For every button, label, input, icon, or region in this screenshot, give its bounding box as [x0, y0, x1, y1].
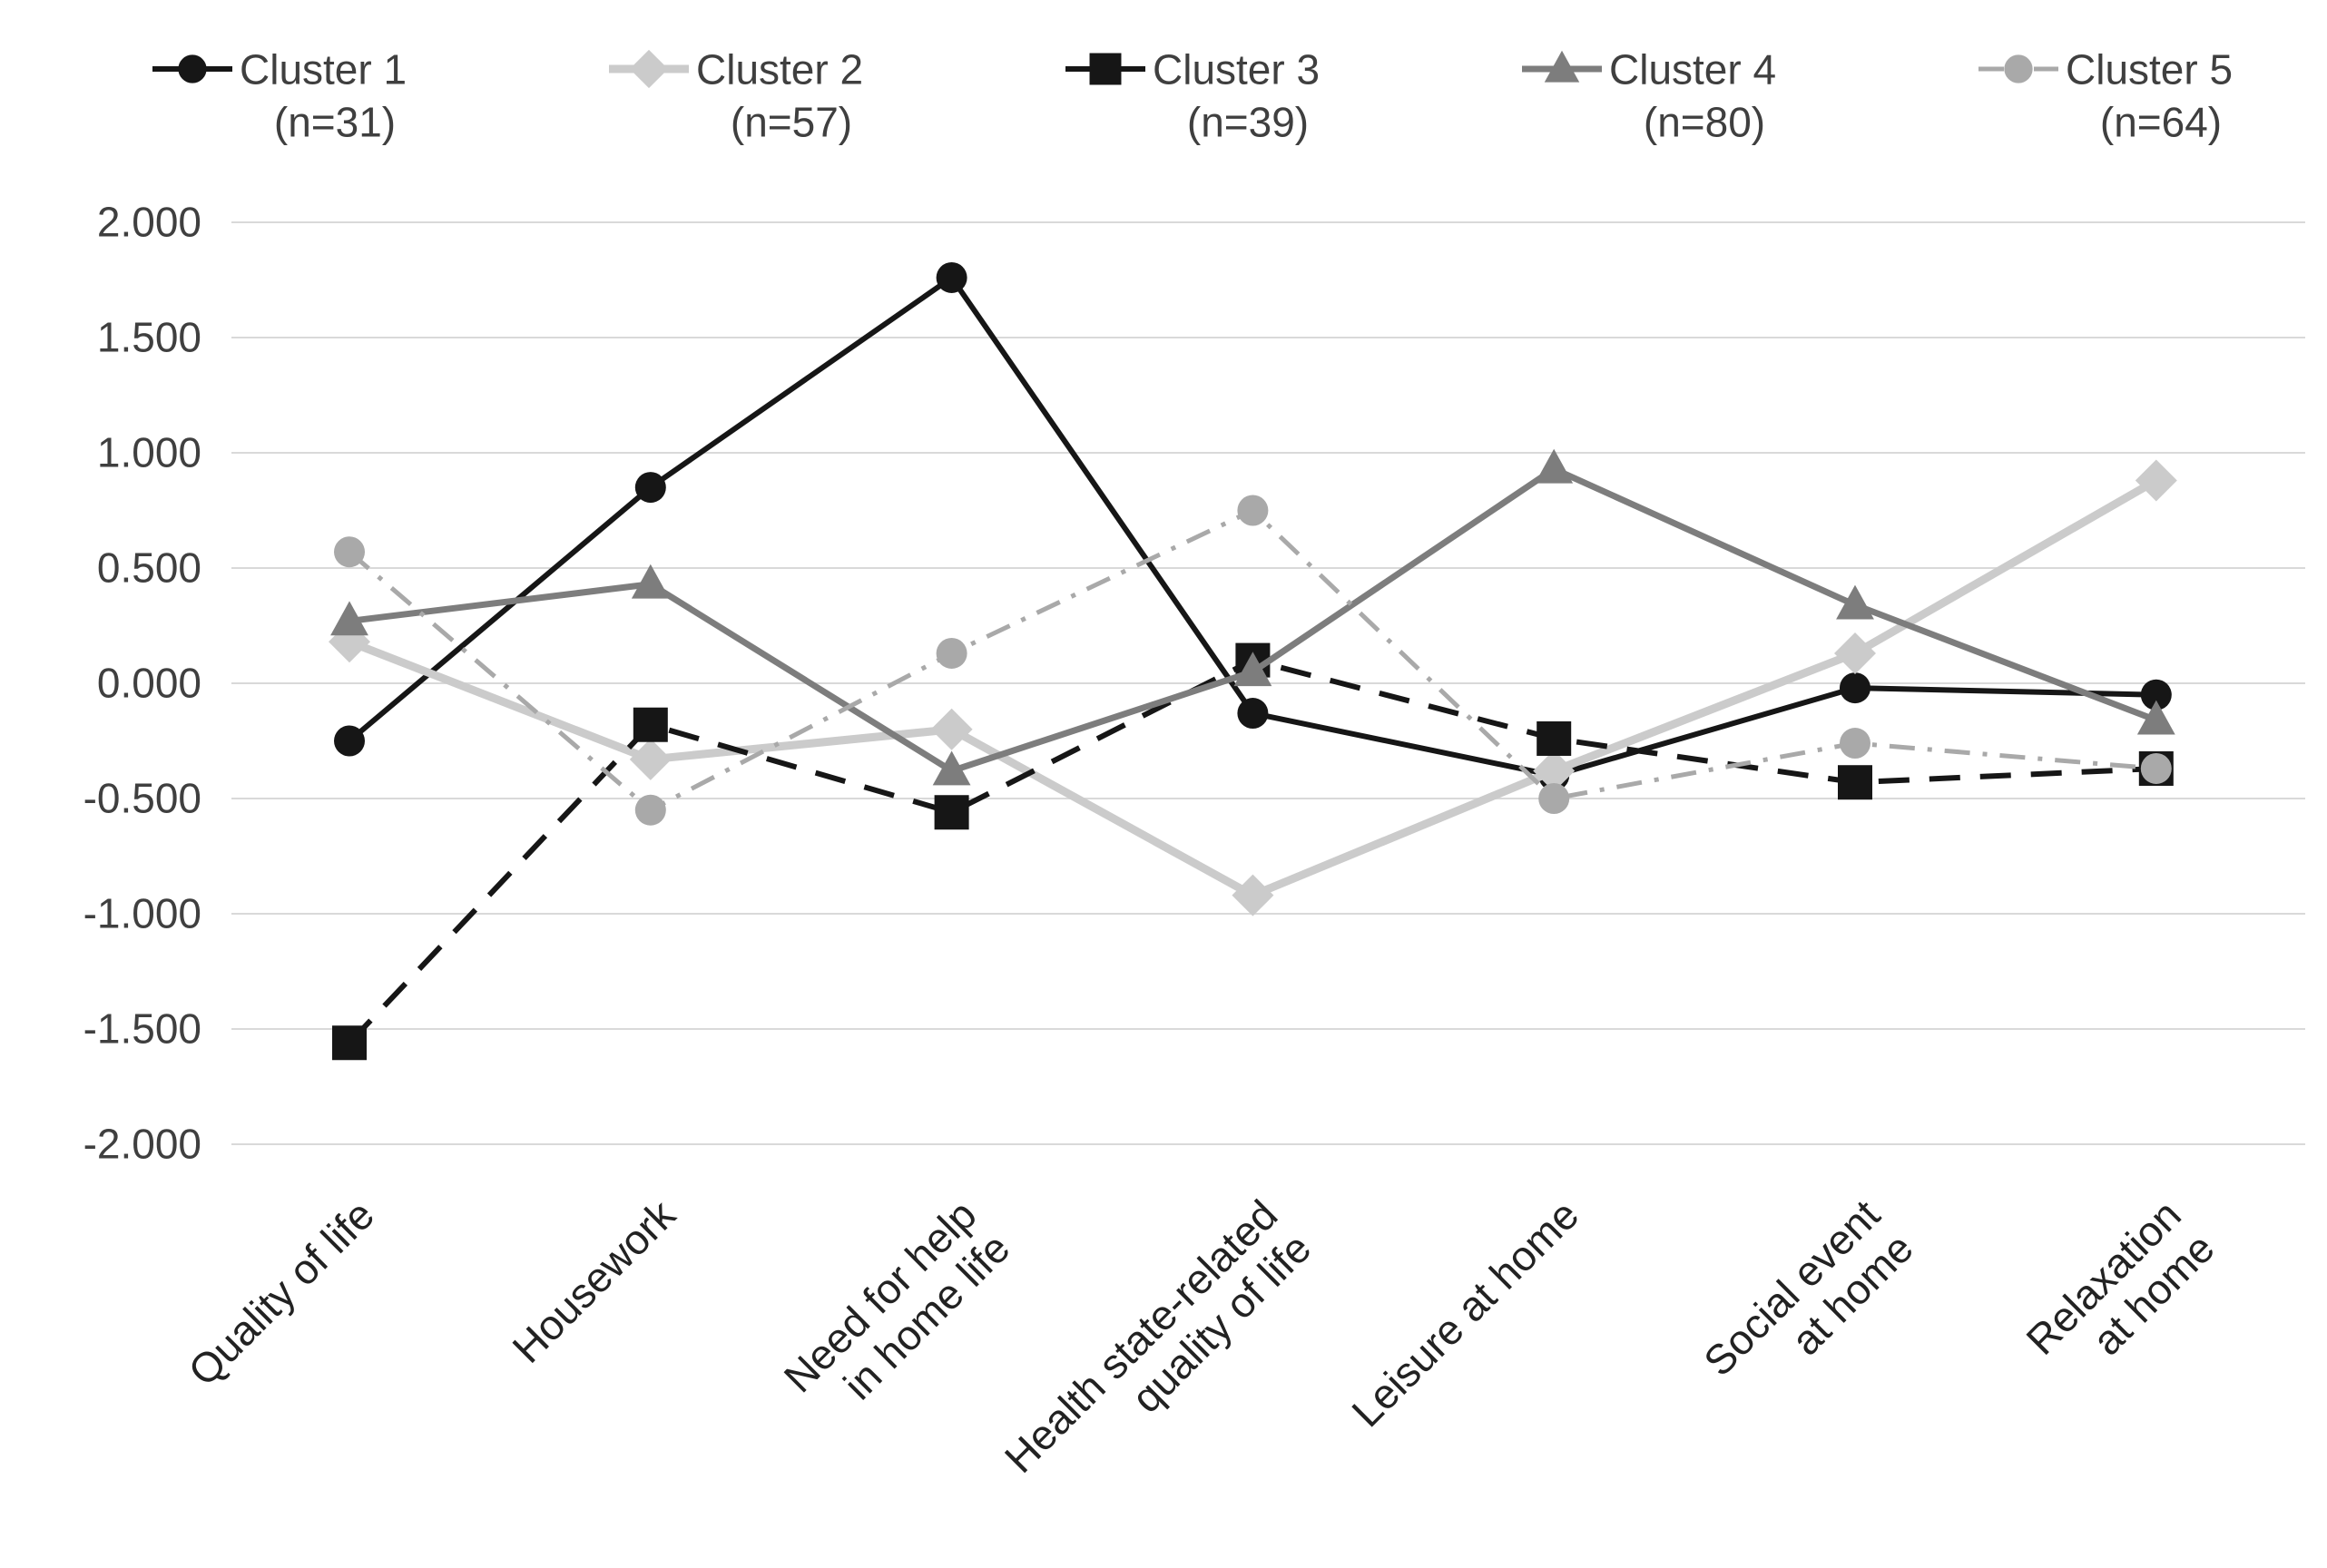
y-tick-label: 1.500: [97, 314, 201, 361]
data-point-marker: [2135, 459, 2177, 502]
data-point-marker: [629, 49, 669, 89]
series-cluster-1: [334, 261, 2172, 791]
legend-label: Cluster 4: [1609, 46, 1776, 93]
legend-count-label: (n=80): [1644, 99, 1765, 146]
data-point-marker: [334, 725, 365, 757]
y-tick-label: -1.500: [83, 1005, 201, 1053]
data-point-marker: [1840, 728, 1870, 760]
data-point-marker: [1089, 53, 1122, 85]
legend-item-cluster-5: Cluster 5 (n=64): [1978, 46, 2233, 146]
legend-count-label: (n=31): [274, 99, 396, 146]
data-point-marker: [1233, 652, 1272, 687]
data-point-marker: [1834, 632, 1876, 674]
data-point-marker: [334, 536, 365, 568]
data-point-marker: [1232, 874, 1274, 916]
data-point-marker: [1838, 765, 1872, 800]
data-point-marker: [936, 637, 967, 669]
data-point-marker: [932, 750, 971, 786]
y-tick-label: -2.000: [83, 1121, 201, 1168]
legend-item-cluster-1: Cluster 1 (n=31): [152, 46, 407, 146]
data-point-marker: [1237, 495, 1269, 526]
data-point-marker: [1537, 720, 1572, 756]
data-point-marker: [1544, 50, 1580, 83]
series-cluster-5: [334, 495, 2172, 826]
y-tick-label: 0.000: [97, 660, 201, 707]
y-tick-label: 1.000: [97, 429, 201, 476]
legend-count-label: (n=39): [1187, 99, 1309, 146]
data-point-marker: [634, 472, 666, 504]
data-point-marker: [2140, 679, 2172, 710]
legend-label: Cluster 5: [2066, 46, 2233, 93]
data-point-marker: [633, 707, 668, 742]
data-point-marker: [1538, 783, 1570, 814]
data-point-marker: [2004, 54, 2033, 83]
data-point-marker: [2136, 700, 2175, 735]
y-tick-label: -0.500: [83, 775, 201, 822]
data-point-marker: [936, 261, 967, 293]
data-point-marker: [1535, 448, 1574, 484]
legend-label: Cluster 1: [240, 46, 407, 93]
data-point-marker: [634, 794, 666, 826]
legend-label: Cluster 3: [1153, 46, 1320, 93]
y-tick-label: 2.000: [97, 199, 201, 246]
legend-item-cluster-2: Cluster 2 (n=57): [609, 46, 863, 146]
legend-count-label: (n=57): [731, 99, 852, 146]
data-point-marker: [1840, 672, 1870, 704]
data-point-marker: [930, 708, 973, 750]
data-point-marker: [178, 54, 207, 83]
data-point-marker: [1533, 750, 1576, 792]
data-point-marker: [629, 738, 672, 780]
data-point-marker: [330, 601, 368, 636]
data-point-marker: [2140, 752, 2172, 784]
legend-item-cluster-4: Cluster 4 (n=80): [1522, 46, 1776, 146]
data-point-marker: [1237, 698, 1269, 730]
data-point-marker: [1836, 584, 1874, 620]
series-cluster-4: [330, 448, 2175, 786]
y-tick-label: 0.500: [97, 544, 201, 592]
legend-item-cluster-3: Cluster 3 (n=39): [1065, 46, 1320, 146]
series-cluster-2: [329, 459, 2177, 916]
y-tick-label: -1.000: [83, 890, 201, 937]
data-point-marker: [934, 795, 969, 830]
legend-count-label: (n=64): [2100, 99, 2222, 146]
legend-label: Cluster 2: [696, 46, 863, 93]
data-point-marker: [631, 564, 670, 599]
data-point-marker: [332, 1025, 367, 1061]
